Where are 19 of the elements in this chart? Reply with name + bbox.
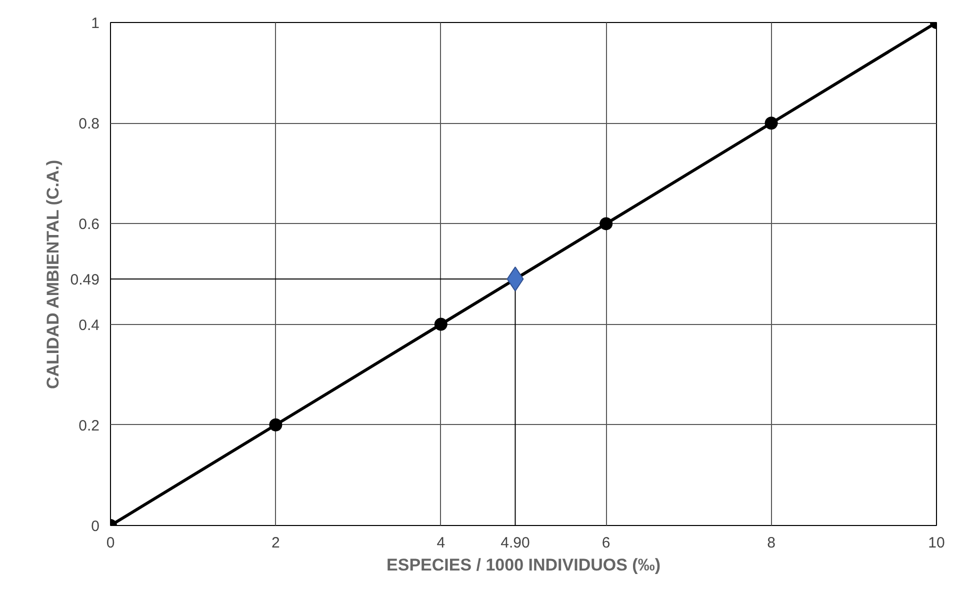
x-tick-label: 6	[602, 534, 610, 552]
x-tick-label: 10	[928, 534, 945, 552]
ref-line-label: 4.90	[500, 534, 530, 552]
line-series	[110, 22, 936, 526]
y-tick-label: 0.8	[78, 116, 100, 133]
point	[434, 318, 448, 331]
y-tick-label: 0.2	[78, 417, 100, 434]
x-axis-title: ESPECIES / 1000 INDIVIDUOS (‰)	[386, 556, 660, 574]
x-tick-label: 4	[436, 534, 446, 552]
x-tick-label: 8	[767, 534, 776, 552]
y-axis-title: CALIDAD AMBIENTAL (C.A.)	[43, 160, 62, 390]
ref-line-label: 0.49	[70, 272, 100, 289]
y-tick-label: 0	[91, 518, 100, 535]
x-tick-label: 0	[106, 534, 115, 552]
y-tick-label: 1	[91, 15, 100, 32]
point	[600, 217, 613, 230]
y-tick-label: 0.6	[78, 216, 100, 234]
x-tick-label: 2	[272, 534, 280, 552]
y-tick-label: 0.4	[78, 316, 100, 334]
